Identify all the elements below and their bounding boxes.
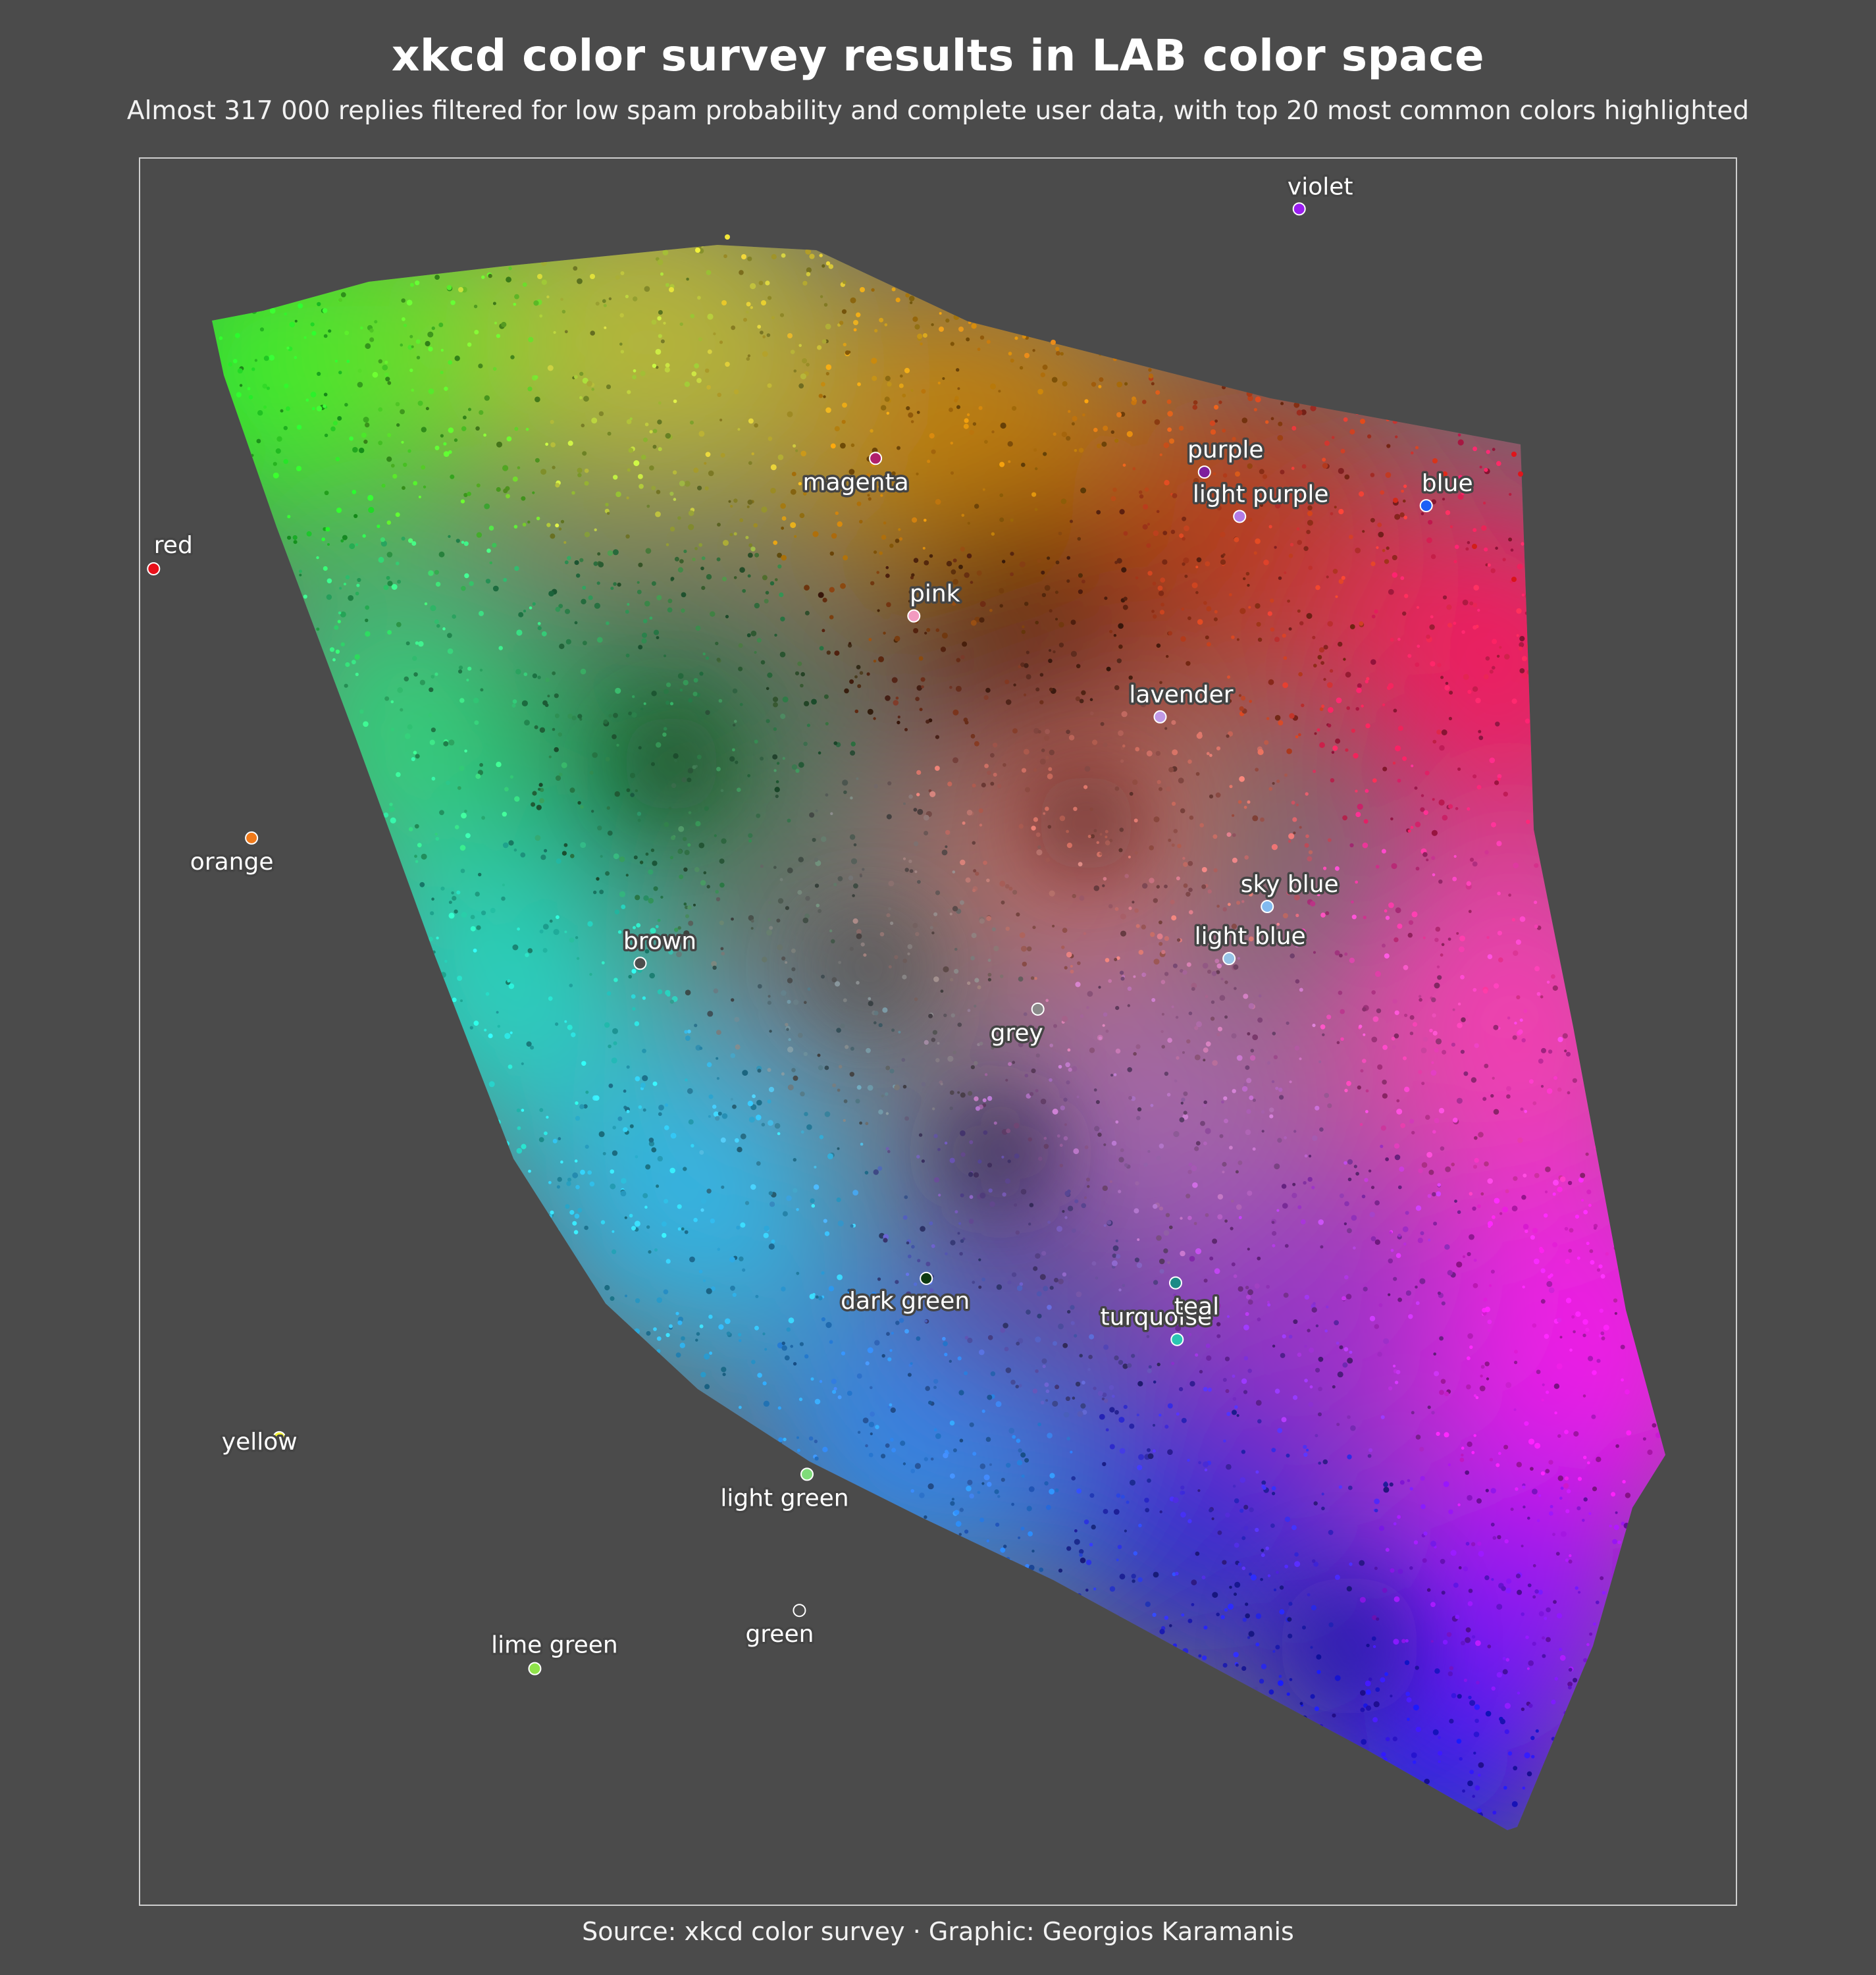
pink-label: pink — [910, 581, 960, 608]
grey-marker — [1031, 1002, 1045, 1016]
lavender-marker — [1153, 710, 1167, 724]
brown-label: brown — [623, 928, 696, 955]
teal-marker — [1168, 1276, 1182, 1290]
source-caption: Source: xkcd color survey · Graphic: Geo… — [582, 1917, 1294, 1946]
green-marker — [793, 1604, 806, 1618]
violet-label: violet — [1288, 173, 1353, 200]
turquoise-marker — [1170, 1332, 1184, 1346]
sky-blue-label: sky blue — [1241, 871, 1339, 898]
pink-marker — [907, 609, 921, 623]
lime-green-label: lime green — [491, 1632, 618, 1659]
magenta-marker — [869, 452, 883, 465]
blue-label: blue — [1422, 470, 1473, 497]
lavender-label: lavender — [1129, 681, 1233, 708]
purple-label: purple — [1187, 436, 1263, 463]
light-green-marker — [800, 1467, 814, 1481]
orange-marker — [245, 831, 259, 845]
purple-marker — [1197, 465, 1211, 479]
turquoise-label: turquoise — [1100, 1304, 1212, 1331]
dark-green-marker — [920, 1271, 933, 1285]
light-blue-marker — [1222, 952, 1236, 966]
panel-border — [139, 157, 1737, 1906]
red-marker — [147, 562, 161, 575]
orange-label: orange — [190, 849, 274, 876]
yellow-marker — [273, 1431, 286, 1444]
yellow-label: yellow — [222, 1429, 298, 1456]
light-purple-marker — [1233, 510, 1247, 523]
violet-marker — [1292, 202, 1306, 216]
blue-marker — [1419, 499, 1433, 513]
teal-label: teal — [1174, 1294, 1219, 1321]
outlier-reply-points — [458, 234, 1523, 582]
light-green-label: light green — [720, 1485, 848, 1512]
chart-title: xkcd color survey results in LAB color s… — [391, 30, 1485, 81]
top-colors-layer: lime green yellow orange red green light gree… — [147, 171, 1475, 1675]
sky-blue-marker — [1261, 900, 1274, 914]
brown-marker — [633, 957, 647, 970]
grey-label: grey — [991, 1020, 1043, 1047]
light-blue-label: light blue — [1195, 923, 1306, 950]
light-purple-label: light purple — [1193, 481, 1329, 508]
green-label: green — [745, 1621, 814, 1648]
red-label: red — [154, 532, 193, 559]
dark-green-label: dark green — [841, 1288, 970, 1315]
chart-subtitle: Almost 317 000 replies filtered for low … — [126, 96, 1750, 126]
magenta-label: magenta — [803, 469, 909, 496]
lime-green-marker — [528, 1662, 542, 1675]
